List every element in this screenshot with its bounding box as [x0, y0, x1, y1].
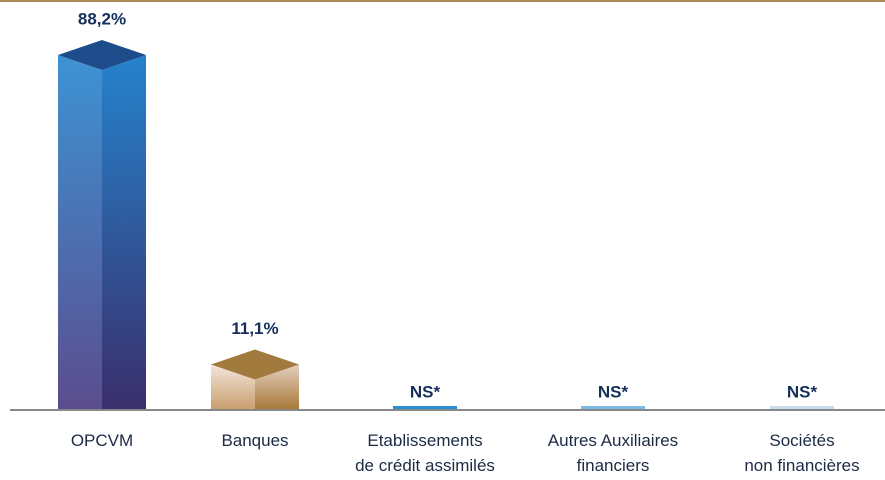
value-label: NS*: [410, 382, 441, 401]
x-tick-label-line: Sociétés: [769, 431, 834, 450]
x-tick-label-line: de crédit assimilés: [355, 456, 495, 475]
x-tick-label-line: Banques: [221, 431, 288, 450]
bar: [393, 406, 457, 409]
x-tick-label: Banques: [221, 431, 288, 450]
value-label: NS*: [598, 382, 629, 401]
x-tick-label-line: Etablissements: [367, 431, 482, 450]
bar-right-face: [102, 55, 146, 409]
x-tick-label-line: financiers: [577, 456, 650, 475]
x-tick-label: Sociétés non financières: [744, 431, 859, 475]
bar-left-face: [58, 55, 102, 409]
bar-right-face: [255, 364, 299, 409]
bar: [770, 406, 834, 409]
value-label: NS*: [787, 382, 818, 401]
bar-top: [211, 349, 299, 380]
bar: [211, 349, 299, 409]
x-tick-label-line: Autres Auxiliaires: [548, 431, 678, 450]
x-tick-label: Autres Auxiliaires financiers: [548, 431, 678, 475]
bar: [58, 40, 146, 409]
x-tick-label-line: OPCVM: [71, 431, 133, 450]
value-label: 11,1%: [231, 319, 278, 338]
bar-top: [58, 40, 146, 70]
x-tick-label: OPCVM: [71, 431, 133, 450]
value-label: 88,2%: [78, 9, 126, 28]
bar-left-face: [211, 364, 255, 409]
x-tick-label-line: non financières: [744, 456, 859, 475]
bar: [581, 406, 645, 409]
x-tick-label: Etablissements de crédit assimilés: [355, 431, 495, 475]
